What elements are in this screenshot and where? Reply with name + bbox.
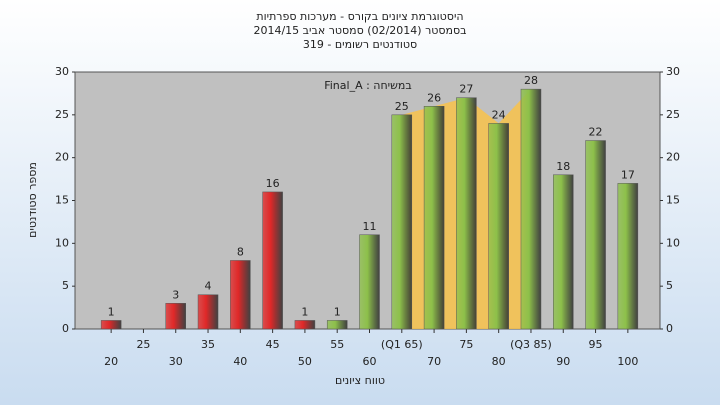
- bar: [553, 174, 574, 330]
- x-tick-label: (Q1 65): [381, 338, 423, 351]
- data-label: 17: [621, 168, 635, 181]
- x-tick-label: 70: [427, 355, 441, 368]
- data-label: 28: [524, 74, 538, 87]
- data-label: 26: [427, 91, 441, 104]
- x-tick-label: 40: [233, 355, 247, 368]
- y2-tick-label: 15: [666, 194, 680, 207]
- data-label: 16: [266, 177, 280, 190]
- x-tick-label: 95: [589, 338, 603, 351]
- y-tick-label: 20: [55, 151, 69, 164]
- data-label: 18: [556, 160, 570, 173]
- y-axis-label: מספר סטודנטים: [26, 162, 39, 238]
- data-label: 11: [363, 220, 377, 233]
- y-tick-label: 10: [55, 236, 69, 249]
- data-label: 27: [459, 83, 473, 96]
- bar: [262, 191, 283, 330]
- y-tick-label: 5: [62, 279, 69, 292]
- bar: [488, 123, 509, 330]
- y2-tick-label: 10: [666, 236, 680, 249]
- bar: [294, 320, 316, 330]
- title-line: 319 - סטודנטים רשומים: [303, 38, 417, 51]
- bar: [100, 320, 122, 330]
- y2-tick-label: 0: [666, 322, 673, 335]
- x-tick-label: 100: [617, 355, 638, 368]
- y2-tick-label: 25: [666, 108, 680, 121]
- x-tick-label: 80: [492, 355, 506, 368]
- data-label: 1: [108, 305, 115, 318]
- y-tick-label: 30: [55, 65, 69, 78]
- x-tick-label: 75: [459, 338, 473, 351]
- data-label: 3: [172, 288, 179, 301]
- y2-tick-label: 5: [666, 279, 673, 292]
- y-tick-label: 0: [62, 322, 69, 335]
- x-tick-label: 90: [556, 355, 570, 368]
- data-label: 22: [589, 126, 603, 139]
- bar: [456, 97, 477, 330]
- y2-tick-label: 20: [666, 151, 680, 164]
- bar: [423, 106, 445, 330]
- bar: [197, 294, 219, 330]
- bar: [391, 114, 413, 330]
- x-tick-label: 25: [136, 338, 150, 351]
- bar: [617, 183, 639, 330]
- data-label: 25: [395, 100, 409, 113]
- data-label: 1: [301, 305, 308, 318]
- x-tick-label: (Q3 85): [510, 338, 552, 351]
- y-tick-label: 25: [55, 108, 69, 121]
- bar: [585, 140, 606, 330]
- bar: [230, 260, 251, 330]
- data-label: 1: [334, 305, 341, 318]
- x-tick-label: 60: [363, 355, 377, 368]
- x-tick-label: 50: [298, 355, 312, 368]
- y-tick-label: 15: [55, 194, 69, 207]
- x-tick-label: 55: [330, 338, 344, 351]
- y2-tick-label: 30: [666, 65, 680, 78]
- x-tick-label: 30: [169, 355, 183, 368]
- data-label: 4: [205, 280, 212, 293]
- data-label: 8: [237, 245, 244, 258]
- bar: [165, 303, 186, 330]
- annotation: Final_A : במשיחה: [324, 79, 412, 92]
- x-tick-label: 20: [104, 355, 118, 368]
- bar: [359, 234, 380, 330]
- title-line: בסמסטר (02/2014) סמסטר אביב 2014/15: [253, 24, 466, 37]
- x-tick-label: 35: [201, 338, 215, 351]
- x-tick-label: 45: [266, 338, 280, 351]
- x-axis-label: טווח ציונים: [335, 374, 385, 387]
- data-label: 24: [492, 108, 506, 121]
- bar: [520, 88, 542, 330]
- title-line: היסטוגרמת ציונים בקורס - מערכות ספרתיות: [256, 10, 463, 23]
- bar: [326, 320, 348, 330]
